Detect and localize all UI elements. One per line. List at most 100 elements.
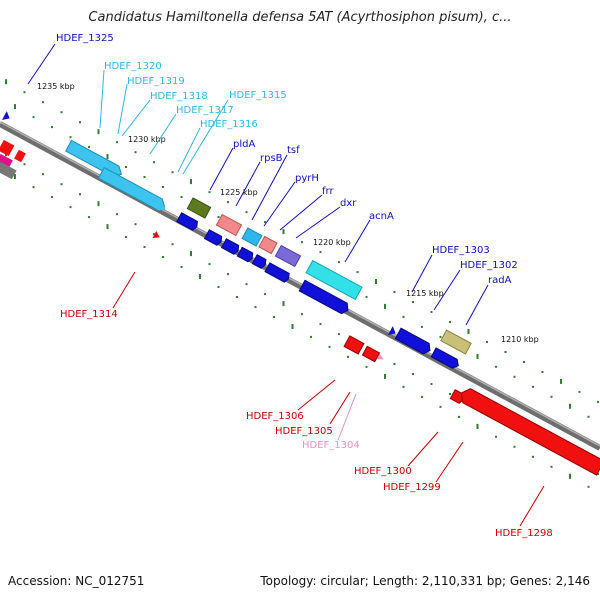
gene-hdef-1304-marker[interactable] (376, 353, 385, 362)
kbp-scale: 1235 kbp 1230 kbp 1225 kbp 1220 kbp 1215… (37, 82, 539, 344)
gene-hdef-1325-marker[interactable] (1, 111, 12, 123)
gene-hdef-1302-block[interactable] (430, 347, 460, 370)
gene-label-hdef-1302[interactable]: HDEF_1302 (460, 260, 518, 271)
gene-blue-5[interactable] (251, 254, 267, 270)
tick-dot (523, 361, 525, 363)
gene-frr-block[interactable] (274, 244, 302, 268)
gene-hdef-1306-block[interactable] (343, 335, 365, 355)
tick-dot (504, 351, 507, 353)
tick-dot (393, 291, 396, 293)
gene-label-hdef-1300[interactable]: HDEF_1300 (354, 466, 412, 477)
gene-left-pink-block[interactable] (0, 153, 13, 170)
gene-hdef-1316-block[interactable] (155, 201, 168, 213)
gene-blue-7[interactable] (298, 279, 350, 315)
gene-label-hdef-1325[interactable]: HDEF_1325 (56, 33, 114, 44)
gene-label-hdef-1316[interactable]: HDEF_1316 (200, 119, 258, 130)
gene-label-hdef-1317[interactable]: HDEF_1317 (176, 105, 234, 116)
footer-accession: Accession: NC_012751 (8, 574, 145, 588)
tick-dot (162, 186, 164, 188)
gene-label-hdef-1314[interactable]: HDEF_1314 (60, 309, 118, 320)
tick-dot (264, 293, 266, 296)
tick-dot (365, 365, 368, 368)
tick-dot (467, 329, 470, 334)
tick-dot (106, 224, 109, 230)
tick-dot (578, 390, 581, 393)
tick-dot (208, 263, 211, 266)
tick-dot (227, 273, 229, 276)
tick-dot (264, 221, 266, 224)
gene-label-pldA[interactable]: pldA (233, 139, 255, 150)
gene-blue-6[interactable] (264, 262, 291, 283)
tick-dot (569, 403, 571, 409)
tick-dot (550, 395, 553, 398)
gene-label-acnA[interactable]: acnA (369, 211, 394, 222)
gene-blue-1[interactable] (176, 212, 199, 231)
gene-left-red-block-2[interactable] (14, 149, 26, 163)
label-leader-lines (27, 43, 545, 527)
gene-left-red-block[interactable] (0, 139, 15, 157)
tick-dot (347, 355, 349, 358)
gene-label-hdef-1303[interactable]: HDEF_1303 (432, 245, 490, 256)
gene-label-radA[interactable]: radA (488, 275, 512, 286)
tick-dot (449, 393, 451, 395)
tick-dot (134, 151, 137, 154)
tick-dot (319, 251, 322, 254)
gene-hdef-1317-block[interactable] (97, 166, 167, 213)
gene-label-hdef-1298[interactable]: HDEF_1298 (495, 528, 553, 539)
tick-dot (338, 333, 340, 336)
gene-left-grey-block[interactable] (0, 161, 17, 180)
gene-blue-3[interactable] (220, 238, 241, 255)
gene-blue-2[interactable] (203, 229, 224, 246)
tick-dot (476, 423, 479, 429)
kbp-mark-1235: 1235 kbp (37, 82, 75, 91)
tick-dot (79, 121, 81, 124)
gene-hdef-1299-block[interactable] (458, 386, 600, 476)
gene-hdef-1305-block[interactable] (361, 345, 381, 363)
gene-label-hdef-1306[interactable]: HDEF_1306 (246, 411, 304, 422)
kbp-mark-1215: 1215 kbp (406, 289, 444, 298)
gene-label-hdef-1299[interactable]: HDEF_1299 (383, 482, 441, 493)
gene-label-hdef-1318[interactable]: HDEF_1318 (150, 91, 208, 102)
gene-pldA-block[interactable] (186, 197, 212, 219)
tick-dot (245, 283, 248, 286)
gene-label-hdef-1304[interactable]: HDEF_1304 (302, 440, 360, 451)
tick-dot (60, 111, 63, 114)
tick-dot (365, 295, 368, 298)
tick-dot (254, 306, 257, 308)
tick-dot (143, 176, 146, 178)
gene-blue-marker[interactable] (387, 326, 398, 338)
gene-rpsB-block[interactable] (215, 213, 243, 237)
gene-label-frr[interactable]: frr (322, 186, 334, 197)
gene-acnA-block[interactable] (305, 259, 363, 301)
gene-blue-4[interactable] (236, 246, 254, 263)
tick-dot (42, 173, 44, 176)
gene-label-hdef-1315[interactable]: HDEF_1315 (229, 90, 287, 101)
tick-dot (106, 154, 109, 160)
gene-label-pyrH[interactable]: pyrH (295, 173, 319, 184)
gene-tsf-block[interactable] (241, 227, 263, 247)
gene-pyrH-block[interactable] (258, 235, 278, 255)
tick-dot (180, 266, 183, 268)
gene-radA-block[interactable] (440, 329, 472, 355)
gene-label-rpsB[interactable]: rpsB (260, 153, 283, 164)
genes-upper (0, 111, 472, 355)
tick-dot (513, 445, 516, 448)
gene-label-hdef-1305[interactable]: HDEF_1305 (275, 426, 333, 437)
tick-dot (88, 146, 90, 149)
gene-hdef-1303-block[interactable] (394, 327, 432, 356)
gene-label-tsf[interactable]: tsf (287, 145, 300, 156)
tick-dot (587, 485, 590, 488)
tick-dot (32, 116, 35, 119)
gene-label-hdef-1320[interactable]: HDEF_1320 (104, 61, 162, 72)
tick-dot (597, 400, 599, 403)
gene-label-dxr[interactable]: dxr (340, 198, 357, 209)
tick-dot (338, 261, 340, 264)
tick-dot (88, 216, 90, 219)
kbp-mark-1220: 1220 kbp (313, 238, 351, 247)
gene-label-hdef-1319[interactable]: HDEF_1319 (127, 76, 185, 87)
tick-dot (301, 313, 303, 316)
tick-dot (393, 363, 396, 365)
gene-hdef-1314-marker[interactable] (152, 231, 161, 241)
tick-dot (384, 373, 386, 379)
tick-dot (273, 316, 275, 318)
